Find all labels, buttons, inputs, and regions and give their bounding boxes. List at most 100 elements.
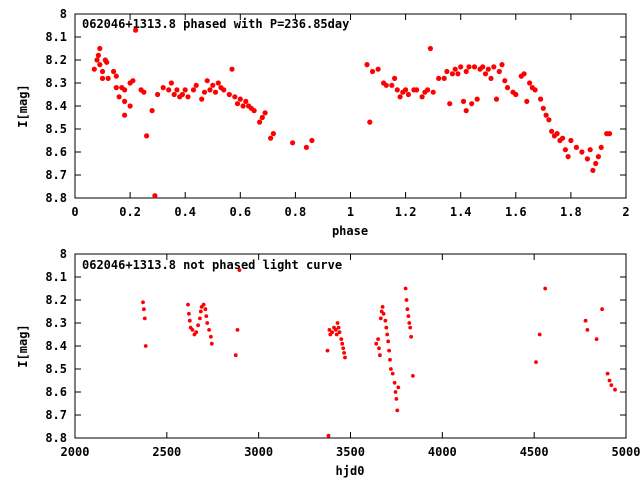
data-point xyxy=(463,108,469,114)
data-point xyxy=(309,137,315,144)
data-point xyxy=(474,96,480,102)
data-point xyxy=(392,75,398,81)
data-point xyxy=(534,360,538,364)
y-tick-label: 8.2 xyxy=(45,53,67,67)
data-point xyxy=(160,85,166,91)
x-tick-label: 2000 xyxy=(61,445,90,459)
data-point xyxy=(488,75,494,81)
data-point xyxy=(436,75,442,81)
data-point xyxy=(491,64,497,70)
data-point xyxy=(122,87,128,93)
x-tick-label: 5000 xyxy=(612,445,640,459)
y-tick-label: 8.5 xyxy=(45,362,67,376)
data-point xyxy=(226,91,232,98)
tick-marks xyxy=(74,253,627,439)
data-point xyxy=(579,149,585,155)
data-point xyxy=(233,353,238,358)
data-point xyxy=(152,193,158,199)
data-point xyxy=(111,68,117,75)
data-point xyxy=(229,66,235,72)
data-point xyxy=(469,101,475,107)
data-point xyxy=(104,59,110,65)
data-point xyxy=(403,87,409,93)
y-tick-label: 8 xyxy=(60,247,67,261)
data-point xyxy=(327,328,332,332)
data-point xyxy=(409,334,413,339)
data-point xyxy=(458,64,464,70)
x-tick-label: 0.4 xyxy=(174,205,196,219)
data-point xyxy=(377,346,381,351)
data-point xyxy=(215,80,221,86)
x-tick-label: 2 xyxy=(622,205,629,219)
y-tick-label: 8.8 xyxy=(45,191,67,205)
y-tick-label: 8.1 xyxy=(45,30,67,44)
data-point xyxy=(388,357,392,362)
data-point xyxy=(290,140,296,146)
data-point xyxy=(243,98,249,104)
data-point xyxy=(538,96,544,102)
data-point xyxy=(499,62,505,68)
x-tick-label: 0 xyxy=(71,205,78,219)
x-tick-label: 1.4 xyxy=(450,205,472,219)
data-point xyxy=(330,330,334,335)
data-point xyxy=(201,89,208,95)
data-point xyxy=(378,353,382,358)
unphased-chart: 062046+1313.8 not phased light curve hjd… xyxy=(16,247,640,478)
data-point xyxy=(141,89,147,95)
data-point xyxy=(210,82,216,88)
data-point xyxy=(342,351,346,355)
data-point xyxy=(605,371,610,376)
chart-title: 062046+1313.8 phased with P=236.85day xyxy=(82,17,349,31)
data-point xyxy=(583,318,588,323)
data-point xyxy=(187,318,192,323)
data-point xyxy=(334,332,339,337)
y-tick-label: 8.2 xyxy=(45,293,67,307)
data-point xyxy=(343,355,347,360)
data-point xyxy=(270,131,276,137)
data-point xyxy=(155,91,161,98)
data-point xyxy=(565,154,571,160)
data-point xyxy=(268,135,274,141)
data-point xyxy=(262,110,268,116)
data-point xyxy=(182,87,188,93)
tick-marks xyxy=(74,13,627,199)
data-points xyxy=(91,27,613,199)
data-point xyxy=(537,332,542,337)
data-point xyxy=(97,45,103,52)
data-point xyxy=(198,316,202,321)
y-tick-label: 8.4 xyxy=(45,339,67,353)
data-point xyxy=(203,307,208,312)
data-point xyxy=(460,98,467,104)
data-point xyxy=(171,91,177,98)
data-point xyxy=(403,286,408,291)
data-point xyxy=(196,323,201,328)
data-point xyxy=(186,302,190,307)
y-tick-label: 8.7 xyxy=(45,168,67,182)
data-point xyxy=(127,103,133,109)
data-point xyxy=(193,82,199,88)
x-tick-label: 2500 xyxy=(152,445,181,459)
data-point xyxy=(407,321,412,325)
data-point xyxy=(378,316,383,321)
data-point xyxy=(375,66,381,72)
x-tick-label: 4500 xyxy=(520,445,549,459)
data-point xyxy=(613,387,617,392)
data-point xyxy=(383,318,388,323)
data-point xyxy=(452,66,458,72)
data-point xyxy=(587,147,593,153)
data-point xyxy=(207,328,212,332)
data-point xyxy=(209,334,213,339)
data-point xyxy=(493,96,500,102)
data-point xyxy=(166,87,172,93)
data-point xyxy=(185,94,191,100)
data-point xyxy=(240,103,246,109)
x-tick-label: 1.6 xyxy=(505,205,527,219)
data-point xyxy=(257,119,263,125)
data-point xyxy=(190,328,195,332)
data-point xyxy=(380,305,385,309)
data-point xyxy=(198,309,203,314)
x-axis-label: phase xyxy=(332,224,368,238)
data-point xyxy=(204,314,209,318)
data-point xyxy=(116,94,122,100)
data-point xyxy=(94,57,100,63)
